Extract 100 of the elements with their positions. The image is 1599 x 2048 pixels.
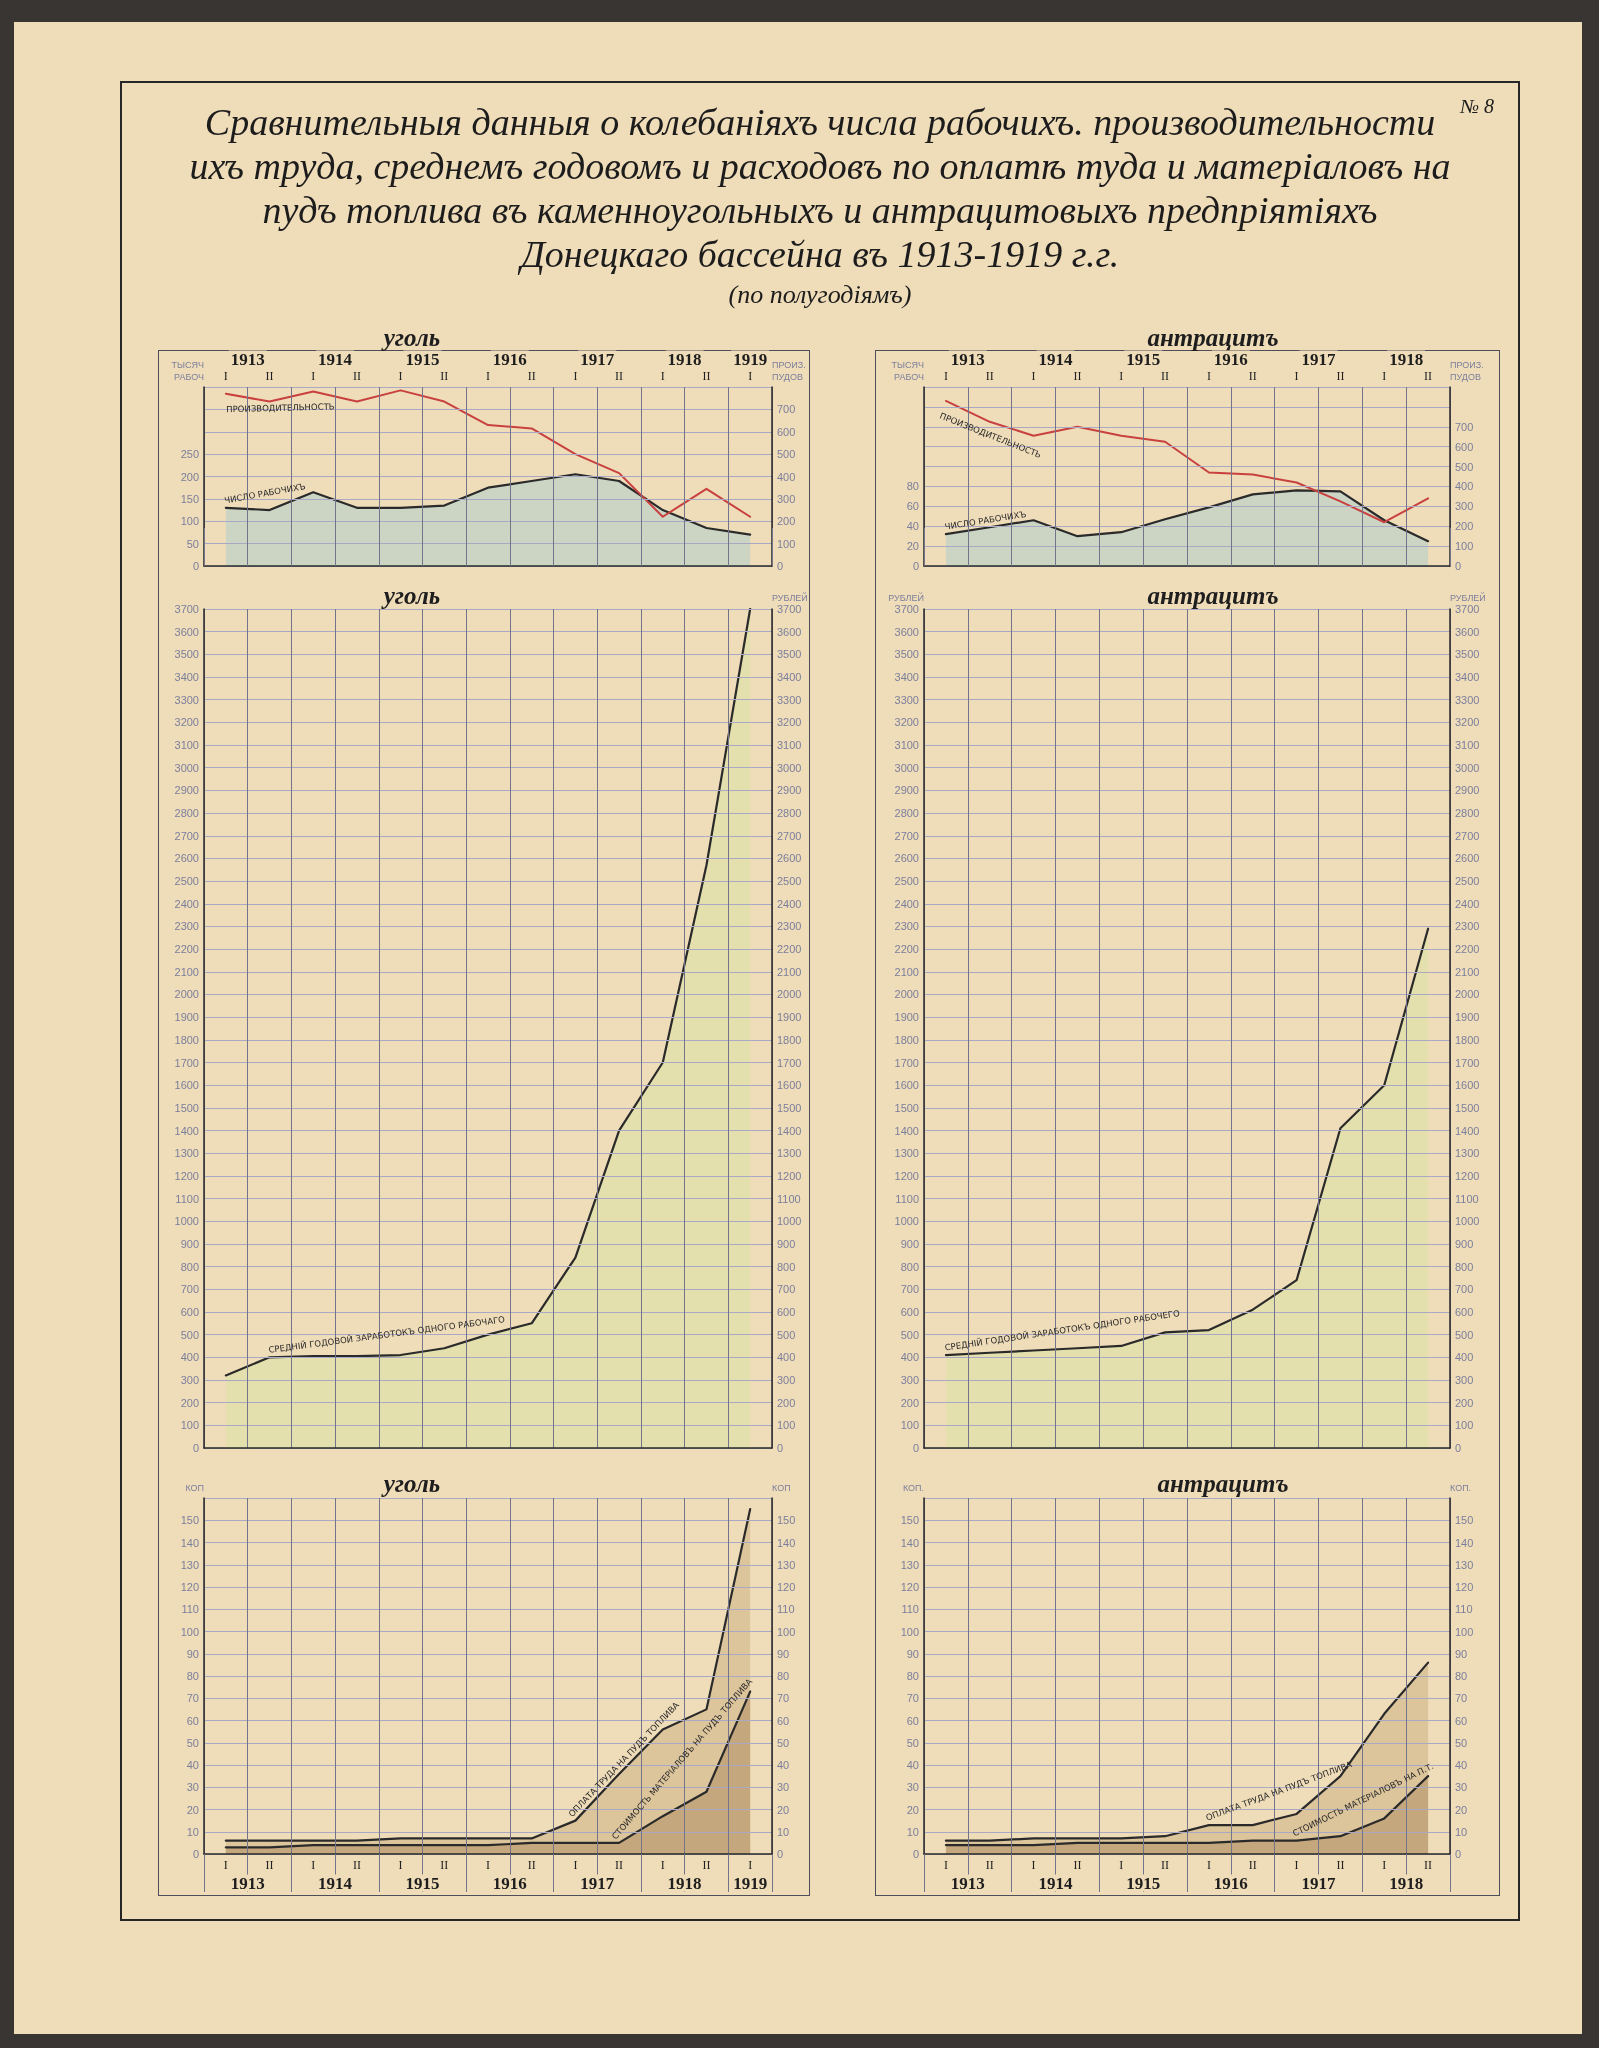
y2-tick-label: 1400 — [777, 1124, 802, 1137]
y-tick-label: 50 — [906, 1736, 919, 1749]
y2-tick-label: 100 — [1455, 1419, 1474, 1432]
text: 1913 — [950, 1873, 985, 1893]
y-tick-label: 3000 — [174, 761, 199, 774]
y2-tick-label: 2600 — [777, 852, 802, 865]
y2-tick-label: 70 — [1455, 1692, 1468, 1705]
y2-tick-label: 200 — [1455, 1396, 1474, 1409]
y2-tick-label: 2000 — [777, 988, 802, 1001]
text: 1918 — [667, 349, 702, 369]
y2-tick-label: 200 — [777, 515, 796, 528]
x-tick-label: II — [1424, 369, 1433, 383]
x-tick-label: I — [1119, 369, 1124, 383]
x-tick-label: I — [573, 1858, 578, 1872]
y-tick-label: 0 — [912, 1442, 919, 1454]
y2-tick-label: 500 — [777, 1328, 796, 1341]
y-tick-label: 70 — [186, 1692, 199, 1705]
y-tick-label: 2200 — [174, 943, 199, 956]
y-tick-label: 1000 — [174, 1215, 199, 1228]
y-tick-label: 110 — [181, 1603, 199, 1616]
y-tick-label: 200 — [900, 1396, 919, 1409]
y-tick-label: 300 — [900, 1373, 919, 1386]
y-tick-label: 80 — [906, 1670, 919, 1682]
y2-tick-label: 150 — [777, 1514, 796, 1527]
text: 1913 — [230, 349, 265, 369]
text: 1917 — [580, 1873, 615, 1893]
text: 1915 — [405, 349, 440, 369]
y2-tick-label: 2200 — [777, 943, 802, 956]
x-tick-label: II — [352, 369, 361, 383]
y-tick-label: 100 — [180, 1419, 199, 1432]
y-tick-label: 60 — [906, 1714, 919, 1727]
y2-tick-label: 600 — [777, 425, 796, 438]
y-tick-label: 50 — [186, 1736, 199, 1749]
y-tick-label: 2800 — [174, 807, 199, 820]
y-tick-label: 130 — [180, 1558, 199, 1571]
text: 1917 — [1301, 349, 1336, 369]
x-tick-label: I — [1206, 1858, 1211, 1872]
y-tick-label: 250 — [180, 448, 199, 461]
y2-tick-label: 0 — [777, 560, 784, 572]
y2-tick-label: 2900 — [777, 784, 802, 797]
x-tick-label: II — [352, 1858, 361, 1872]
x-tick-label: II — [1248, 369, 1257, 383]
y2-tick-label: 40 — [1455, 1759, 1468, 1771]
y-tick-label: 100 — [900, 1625, 919, 1638]
x-tick-label: II — [702, 1858, 711, 1872]
y2-tick-label: 700 — [777, 403, 796, 416]
y-tick-label: 0 — [912, 560, 919, 572]
y-tick-label: 700 — [180, 1283, 199, 1296]
y2-tick-label: 1800 — [777, 1033, 802, 1046]
y2-tick-label: 700 — [777, 1283, 796, 1296]
y2-axis-title: РУБЛЕЙ — [772, 591, 808, 603]
y2-tick-label: 3700 — [777, 603, 802, 615]
y-tick-label: 2000 — [174, 988, 199, 1001]
y2-tick-label: 100 — [777, 537, 796, 550]
y2-tick-label: 1100 — [777, 1192, 801, 1205]
y-tick-label: 1700 — [174, 1056, 199, 1069]
y2-tick-label: 10 — [777, 1825, 790, 1838]
x-tick-label: I — [1206, 369, 1211, 383]
y2-tick-label: 100 — [1455, 540, 1474, 553]
y2-tick-label: 150 — [1455, 1514, 1474, 1527]
y2-tick-label: 3600 — [777, 625, 802, 638]
y2-tick-label: 70 — [777, 1692, 790, 1705]
y2-tick-label: 400 — [777, 1351, 796, 1364]
text: (по полугодіямъ) — [727, 280, 913, 310]
text: 1914 — [1038, 1873, 1073, 1893]
y-tick-label: 2300 — [174, 920, 199, 933]
x-tick-label: I — [1119, 1858, 1124, 1872]
y2-tick-label: 500 — [1455, 460, 1474, 473]
x-tick-label: II — [702, 369, 711, 383]
x-tick-label: II — [527, 369, 536, 383]
text: 1915 — [1126, 1873, 1161, 1893]
line-series — [224, 389, 752, 518]
y2-tick-label: 300 — [777, 492, 796, 505]
y-tick-label: 0 — [192, 1442, 199, 1454]
text: 1918 — [1389, 1873, 1424, 1893]
y2-tick-label: 1600 — [777, 1079, 802, 1092]
x-tick-label: I — [943, 1858, 948, 1872]
x-tick-label: II — [1161, 369, 1170, 383]
y2-tick-label: 500 — [777, 448, 796, 461]
y2-tick-label: 3000 — [777, 761, 802, 774]
x-tick-label: II — [440, 369, 449, 383]
y-tick-label: 2600 — [174, 852, 199, 865]
y-tick-label: 1900 — [174, 1011, 199, 1024]
x-tick-label: I — [311, 1858, 316, 1872]
y-tick-label: 1400 — [174, 1124, 199, 1137]
x-tick-label: I — [223, 1858, 228, 1872]
y-tick-label: 40 — [186, 1759, 199, 1771]
y2-tick-label: 700 — [1455, 420, 1474, 433]
y-tick-label: 1200 — [174, 1169, 199, 1182]
y2-tick-label: 140 — [777, 1536, 796, 1549]
x-tick-label: I — [660, 1858, 665, 1872]
y2-tick-label: 3500 — [777, 648, 802, 661]
chart-title: уголь — [380, 324, 441, 351]
y2-tick-label: 2400 — [777, 897, 802, 910]
y-tick-label: 10 — [906, 1825, 919, 1838]
x-tick-label: II — [985, 1858, 994, 1872]
text: Сравнительныя данныя о колебаніяхъ числа рабочихъ. производительности ихъ труда, среднемъ годовомъ и расходовъ по оплатѣ туда и матеріаловъ на пудъ топлива въ каменноугольныхъ и антрацитовыхъ предпріятіяхъ Донецкаго бассейна въ 1913-1919 г.г. — [189, 101, 1451, 275]
x-tick-label: II — [527, 1858, 536, 1872]
y-tick-label: 150 — [900, 1514, 919, 1527]
y2-tick-label: 200 — [1455, 520, 1474, 533]
